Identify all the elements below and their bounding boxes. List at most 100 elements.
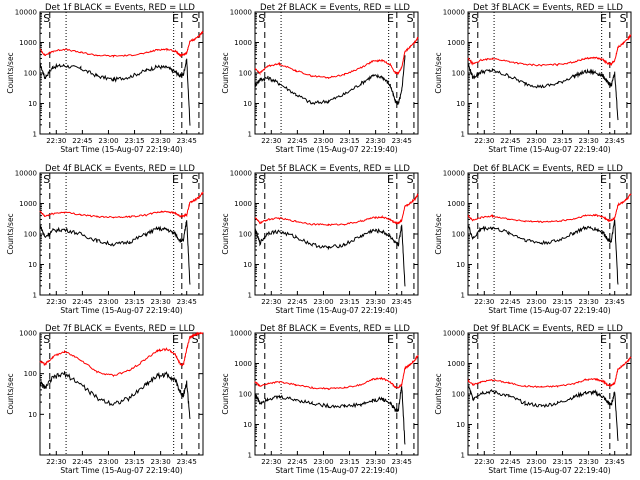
segment-marker: S bbox=[620, 12, 627, 25]
segment-marker: S bbox=[258, 333, 265, 346]
y-tick-label: 100 bbox=[24, 370, 37, 378]
y-tick-label: 10 bbox=[28, 100, 37, 108]
panel-8: Det 8f BLACK = Events, RED = LLD 1 10 100 10… bbox=[221, 324, 419, 475]
x-tick-label: 23:30 bbox=[366, 298, 386, 306]
y-tick-label: 100 bbox=[452, 231, 465, 239]
y-tick-label: 1 bbox=[33, 131, 37, 139]
x-tick-label: 22:30 bbox=[261, 298, 281, 306]
segment-marker: E bbox=[387, 12, 394, 25]
panel-title: Det 4f BLACK = Events, RED = LLD bbox=[45, 164, 195, 174]
events-series-line bbox=[467, 62, 619, 121]
x-tick-label: 22:30 bbox=[474, 137, 494, 145]
y-tick-label: 10000 bbox=[443, 330, 465, 338]
y-tick-label: 1000 bbox=[447, 39, 465, 47]
x-tick-label: 23:45 bbox=[177, 458, 197, 466]
x-tick-label: 23:00 bbox=[526, 458, 546, 466]
panel-5: Det 5f BLACK = Events, RED = LLD 1 10 100 10… bbox=[221, 164, 419, 315]
lld-series-line bbox=[39, 191, 204, 219]
x-tick-label: 22:30 bbox=[474, 298, 494, 306]
x-tick-label: 22:45 bbox=[72, 458, 92, 466]
y-tick-label: 10000 bbox=[230, 330, 252, 338]
plot-frame bbox=[254, 332, 419, 456]
x-tick-label: 22:45 bbox=[72, 298, 92, 306]
y-tick-label: 1000 bbox=[19, 39, 37, 47]
y-axis-label: Counts/sec bbox=[6, 373, 15, 414]
lld-series-line bbox=[254, 355, 419, 391]
x-tick-label: 23:30 bbox=[151, 298, 171, 306]
segment-marker: E bbox=[600, 12, 607, 25]
y-tick-label: 1000 bbox=[447, 360, 465, 368]
segment-marker: S bbox=[471, 12, 478, 25]
panel-3: Det 3f BLACK = Events, RED = LLD 1 10 100 10… bbox=[434, 3, 632, 154]
events-series-line bbox=[39, 58, 191, 126]
x-tick-label: 23:15 bbox=[552, 137, 572, 145]
segment-marker: S bbox=[620, 333, 627, 346]
segment-marker: S bbox=[407, 333, 414, 346]
lld-series-line bbox=[254, 36, 419, 80]
segment-marker: S bbox=[407, 173, 414, 186]
y-tick-label: 10 bbox=[28, 261, 37, 269]
events-series-line bbox=[39, 371, 191, 419]
y-tick-label: 1000 bbox=[447, 200, 465, 208]
y-tick-label: 1000 bbox=[19, 330, 37, 338]
x-tick-label: 23:45 bbox=[392, 458, 412, 466]
x-tick-label: 23:30 bbox=[579, 298, 599, 306]
y-tick-label: 1 bbox=[461, 452, 465, 460]
x-tick-label: 23:30 bbox=[366, 137, 386, 145]
panel-9: Det 9f BLACK = Events, RED = LLD 1 10 100 10… bbox=[434, 324, 632, 475]
plot-frame bbox=[467, 332, 632, 456]
x-axis-label: Start Time (15-Aug-07 22:19:40) bbox=[275, 306, 397, 315]
x-tick-label: 23:00 bbox=[98, 137, 118, 145]
segment-marker: S bbox=[192, 12, 199, 25]
y-tick-label: 1 bbox=[248, 131, 252, 139]
x-tick-label: 22:30 bbox=[46, 137, 66, 145]
y-tick-label: 1000 bbox=[234, 360, 252, 368]
y-tick-label: 10000 bbox=[15, 170, 37, 178]
segment-marker: E bbox=[172, 333, 179, 346]
x-tick-label: 23:30 bbox=[366, 458, 386, 466]
x-axis-label: Start Time (15-Aug-07 22:19:40) bbox=[488, 145, 610, 154]
y-tick-label: 1 bbox=[33, 292, 37, 300]
x-tick-label: 23:15 bbox=[124, 458, 144, 466]
plot-frame bbox=[254, 11, 419, 135]
y-tick-label: 1 bbox=[461, 292, 465, 300]
y-axis-label: Counts/sec bbox=[221, 213, 230, 254]
x-tick-label: 23:45 bbox=[392, 298, 412, 306]
x-axis-label: Start Time (15-Aug-07 22:19:40) bbox=[60, 466, 182, 475]
x-tick-label: 23:30 bbox=[579, 458, 599, 466]
panel-title: Det 2f BLACK = Events, RED = LLD bbox=[260, 3, 410, 13]
segment-marker: S bbox=[471, 333, 478, 346]
x-tick-label: 23:00 bbox=[313, 137, 333, 145]
panel-title: Det 6f BLACK = Events, RED = LLD bbox=[473, 164, 623, 174]
y-axis-label: Counts/sec bbox=[6, 213, 15, 254]
y-tick-label: 10 bbox=[28, 411, 37, 419]
y-tick-label: 10000 bbox=[230, 170, 252, 178]
x-tick-label: 23:15 bbox=[339, 458, 359, 466]
y-tick-label: 1000 bbox=[234, 39, 252, 47]
y-tick-label: 10 bbox=[243, 100, 252, 108]
segment-marker: S bbox=[43, 12, 50, 25]
x-tick-label: 22:45 bbox=[500, 298, 520, 306]
y-tick-label: 10 bbox=[456, 421, 465, 429]
x-axis-label: Start Time (15-Aug-07 22:19:40) bbox=[60, 306, 182, 315]
y-axis-label: Counts/sec bbox=[434, 52, 443, 93]
panel-4: Det 4f BLACK = Events, RED = LLD 1 10 100 10… bbox=[6, 164, 204, 315]
x-tick-label: 22:45 bbox=[500, 458, 520, 466]
panel-title: Det 8f BLACK = Events, RED = LLD bbox=[260, 324, 410, 334]
x-tick-label: 23:00 bbox=[526, 137, 546, 145]
events-series-line bbox=[467, 219, 619, 285]
x-tick-label: 23:15 bbox=[124, 298, 144, 306]
segment-marker: E bbox=[387, 333, 394, 346]
panel-2: Det 2f BLACK = Events, RED = LLD 1 10 100 10… bbox=[221, 3, 419, 154]
x-tick-label: 23:45 bbox=[605, 458, 625, 466]
plot-frame bbox=[467, 172, 632, 296]
x-axis-label: Start Time (15-Aug-07 22:19:40) bbox=[275, 466, 397, 475]
segment-marker: E bbox=[172, 12, 179, 25]
y-tick-label: 10000 bbox=[15, 9, 37, 17]
segment-marker: S bbox=[407, 12, 414, 25]
segment-marker: E bbox=[172, 173, 179, 186]
y-axis-label: Counts/sec bbox=[434, 373, 443, 414]
panel-title: Det 3f BLACK = Events, RED = LLD bbox=[473, 3, 623, 13]
x-tick-label: 22:45 bbox=[287, 458, 307, 466]
y-tick-label: 1000 bbox=[19, 200, 37, 208]
